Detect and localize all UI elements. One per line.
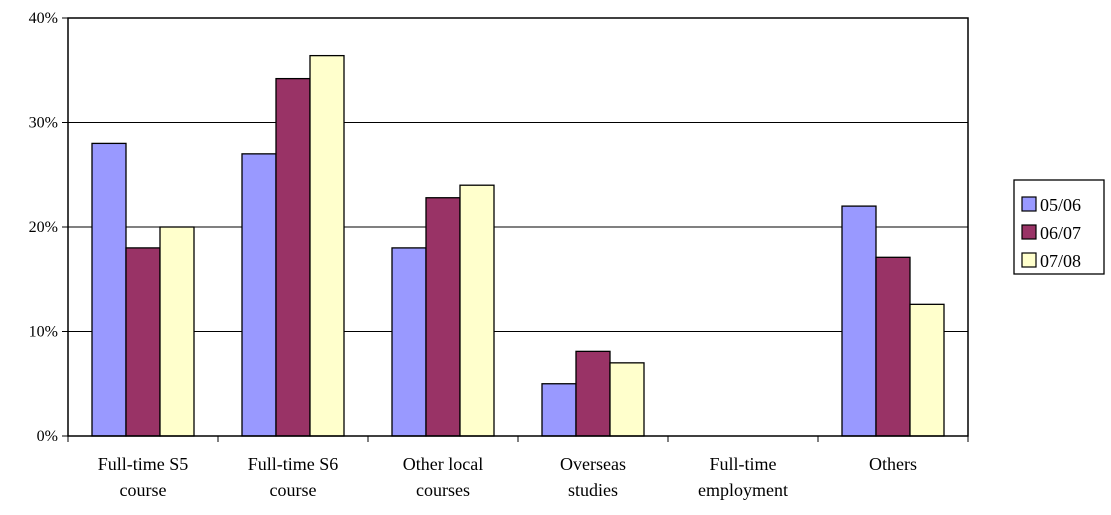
bar-05-06-cat-0 (91, 142, 127, 437)
category-label: Overseas (560, 454, 626, 474)
category-label: Other local (403, 454, 483, 474)
y-tick-labels: 0% 10% 20% 30% 40% (29, 10, 58, 445)
bar-06-07-cat-0 (125, 247, 161, 437)
y-tick-label: 30% (29, 115, 58, 132)
y-tick-label: 40% (29, 10, 58, 27)
legend-label: 05/06 (1040, 195, 1081, 215)
bar-05-06-cat-3 (541, 383, 577, 437)
category-label: course (120, 480, 167, 500)
bar-05-06-cat-2 (391, 247, 427, 437)
gridlines (68, 122, 968, 332)
category-label: studies (568, 480, 618, 500)
bar-05-06-cat-5 (841, 205, 877, 437)
bar-06-07-cat-1 (275, 77, 311, 437)
bar-07-08-cat-5 (909, 303, 945, 437)
bar-06-07-cat-5 (875, 256, 911, 437)
category-label: Others (869, 454, 917, 474)
bar-07-08-cat-3 (609, 362, 645, 437)
category-label: employment (698, 480, 788, 500)
bars (91, 54, 945, 437)
bar-06-07-cat-2 (425, 197, 461, 437)
category-label: course (270, 480, 317, 500)
legend-label: 07/08 (1040, 251, 1081, 271)
legend-swatch-05-06 (1021, 196, 1037, 212)
axes (62, 17, 969, 442)
category-label: Full-time S6 (248, 454, 339, 474)
category-labels: Full-time S5 course Full-time S6 course Othe… (98, 454, 917, 500)
legend: 05/06 06/07 07/08 (1013, 179, 1105, 275)
y-tick-label: 10% (29, 324, 58, 341)
category-label: Full-time (710, 454, 777, 474)
legend-swatch-06-07 (1021, 224, 1037, 240)
bar-06-07-cat-3 (575, 350, 611, 437)
bar-07-08-cat-2 (459, 184, 495, 437)
y-tick-label: 20% (29, 219, 58, 236)
bar-07-08-cat-0 (159, 226, 195, 437)
y-tick-label: 0% (37, 428, 58, 445)
category-label: courses (416, 480, 470, 500)
category-label: Full-time S5 (98, 454, 189, 474)
legend-swatch-07-08 (1021, 252, 1037, 268)
bar-07-08-cat-1 (309, 54, 345, 437)
legend-label: 06/07 (1040, 223, 1081, 243)
bar-05-06-cat-1 (241, 153, 277, 437)
